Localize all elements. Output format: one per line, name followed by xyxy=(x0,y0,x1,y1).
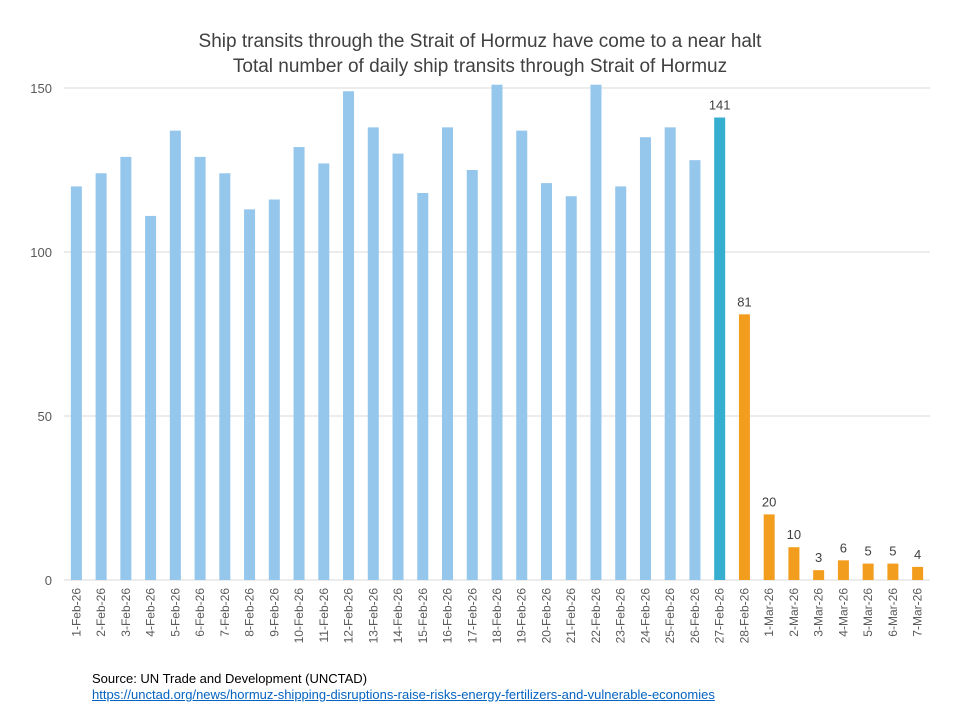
bar xyxy=(837,560,849,580)
bar xyxy=(565,196,577,581)
x-tick-label: 21-Feb-26 xyxy=(564,588,578,644)
x-tick-label: 7-Mar-26 xyxy=(911,588,925,637)
data-label: 10 xyxy=(787,527,801,542)
chart-title: Ship transits through the Strait of Horm… xyxy=(198,31,762,52)
bar xyxy=(590,84,602,580)
bar xyxy=(540,183,552,580)
bar xyxy=(639,137,651,580)
x-tick-label: 6-Mar-26 xyxy=(886,588,900,637)
bar xyxy=(664,127,676,581)
bar xyxy=(466,170,478,580)
bar xyxy=(95,173,107,580)
x-tick-label: 4-Mar-26 xyxy=(836,588,850,637)
x-tick-label: 2-Mar-26 xyxy=(787,588,801,637)
bar xyxy=(491,84,503,580)
x-tick-label: 22-Feb-26 xyxy=(589,588,603,644)
bar xyxy=(813,570,825,580)
bar xyxy=(714,117,726,581)
bar xyxy=(194,156,206,580)
bar xyxy=(343,91,355,580)
x-tick-label: 24-Feb-26 xyxy=(638,588,652,644)
data-label: 20 xyxy=(762,494,776,509)
x-tick-label: 5-Feb-26 xyxy=(168,588,182,637)
bar xyxy=(442,127,454,581)
x-tick-label: 18-Feb-26 xyxy=(490,588,504,644)
bar xyxy=(862,563,874,580)
bar xyxy=(268,199,280,580)
y-tick-label: 0 xyxy=(45,573,52,588)
x-tick-label: 4-Feb-26 xyxy=(144,588,158,637)
x-tick-label: 10-Feb-26 xyxy=(292,588,306,644)
bar xyxy=(887,563,899,580)
data-label: 6 xyxy=(840,540,847,555)
bar xyxy=(763,514,775,580)
x-tick-label: 20-Feb-26 xyxy=(539,588,553,644)
data-label: 3 xyxy=(815,550,822,565)
x-tick-label: 23-Feb-26 xyxy=(614,588,628,644)
bar xyxy=(516,130,528,580)
bar xyxy=(169,130,181,580)
bar xyxy=(367,127,379,581)
x-tick-label: 15-Feb-26 xyxy=(416,588,430,644)
source-link[interactable]: https://unctad.org/news/hormuz-shipping-… xyxy=(92,687,715,702)
bar xyxy=(615,186,627,580)
data-label: 81 xyxy=(737,294,751,309)
y-tick-label: 100 xyxy=(30,245,52,260)
x-tick-label: 5-Mar-26 xyxy=(861,588,875,637)
y-tick-label: 150 xyxy=(30,81,52,96)
x-tick-label: 28-Feb-26 xyxy=(737,588,751,644)
x-tick-label: 6-Feb-26 xyxy=(193,588,207,637)
data-label: 141 xyxy=(709,98,731,113)
x-tick-label: 9-Feb-26 xyxy=(267,588,281,637)
bar xyxy=(738,314,750,580)
x-tick-label: 8-Feb-26 xyxy=(243,588,257,637)
x-tick-label: 17-Feb-26 xyxy=(465,588,479,644)
bar xyxy=(912,566,924,580)
x-tick-label: 26-Feb-26 xyxy=(688,588,702,644)
bar xyxy=(244,209,256,581)
x-tick-label: 12-Feb-26 xyxy=(342,588,356,644)
chart-subtitle: Total number of daily ship transits thro… xyxy=(232,56,728,77)
bar xyxy=(689,160,701,580)
x-tick-label: 16-Feb-26 xyxy=(441,588,455,644)
x-tick-label: 2-Feb-26 xyxy=(94,588,108,637)
data-label: 4 xyxy=(914,547,921,562)
bar xyxy=(318,163,330,580)
bar xyxy=(417,192,429,580)
x-tick-label: 1-Mar-26 xyxy=(762,588,776,637)
source-text: Source: UN Trade and Development (UNCTAD… xyxy=(92,671,368,686)
x-tick-label: 11-Feb-26 xyxy=(317,588,331,643)
bar xyxy=(145,215,157,581)
bar xyxy=(120,156,132,580)
data-label: 5 xyxy=(865,544,872,559)
bar xyxy=(293,147,305,581)
bar xyxy=(788,547,800,580)
x-tick-label: 1-Feb-26 xyxy=(69,588,83,637)
x-tick-label: 13-Feb-26 xyxy=(366,588,380,644)
x-tick-label: 7-Feb-26 xyxy=(218,588,232,637)
x-tick-label: 27-Feb-26 xyxy=(713,588,727,644)
bar xyxy=(219,173,231,580)
x-tick-label: 14-Feb-26 xyxy=(391,588,405,644)
y-tick-label: 50 xyxy=(38,409,52,424)
bar xyxy=(70,186,82,580)
x-tick-label: 3-Feb-26 xyxy=(119,588,133,637)
x-tick-label: 19-Feb-26 xyxy=(515,588,529,644)
x-tick-label: 25-Feb-26 xyxy=(663,588,677,644)
data-label: 5 xyxy=(889,544,896,559)
bar xyxy=(392,153,404,580)
x-tick-label: 3-Mar-26 xyxy=(812,588,826,637)
